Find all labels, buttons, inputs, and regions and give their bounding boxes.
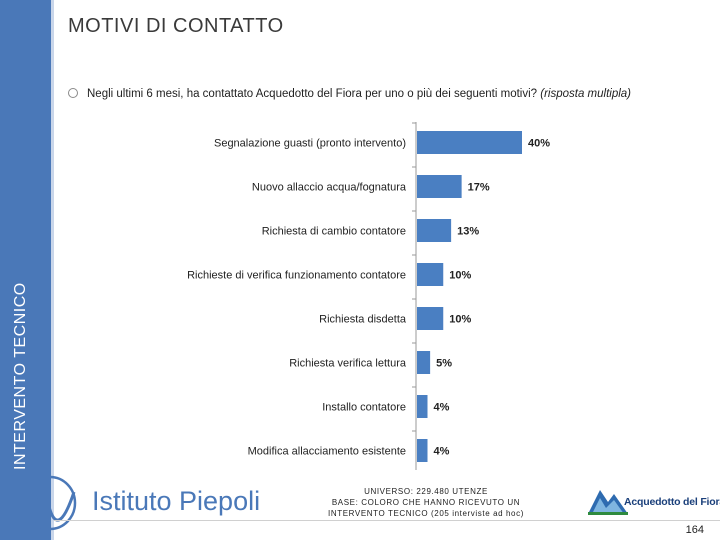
bar bbox=[417, 263, 444, 286]
category-label: Nuovo allaccio acqua/fognatura bbox=[252, 182, 407, 194]
footer-divider bbox=[54, 520, 720, 521]
base-note: UNIVERSO: 229.480 UTENZE BASE: COLORO CH… bbox=[316, 486, 536, 519]
base-line-interviews: INTERVENTO TECNICO (205 interviste ad ho… bbox=[328, 509, 524, 518]
piepoli-wordmark: Istituto Piepoli bbox=[92, 486, 261, 516]
value-label: 4% bbox=[434, 402, 450, 414]
bar bbox=[417, 439, 428, 462]
bar-chart: Segnalazione guasti (pronto intervento) 4… bbox=[187, 122, 550, 470]
category-label: Modifica allacciamento esistente bbox=[248, 446, 406, 458]
section-label: INTERVENTO TECNICO bbox=[12, 282, 29, 470]
bar bbox=[417, 175, 462, 198]
category-label: Richiesta disdetta bbox=[319, 314, 407, 326]
bar bbox=[417, 395, 428, 418]
bar bbox=[417, 307, 444, 330]
value-label: 10% bbox=[449, 314, 471, 326]
page-number: 164 bbox=[685, 524, 704, 536]
acquedotto-wordmark: Acquedotto del Fiora bbox=[624, 496, 720, 508]
bar bbox=[417, 351, 431, 374]
page-title: MOTIVI DI CONTATTO bbox=[68, 15, 284, 37]
value-label: 5% bbox=[436, 358, 452, 370]
category-label: Segnalazione guasti (pronto intervento) bbox=[214, 138, 406, 150]
base-line-base: BASE: COLORO CHE HANNO RICEVUTO UN bbox=[331, 498, 521, 507]
sidebar-band bbox=[0, 0, 51, 540]
value-label: 10% bbox=[449, 270, 471, 282]
value-label: 40% bbox=[528, 138, 550, 150]
question-note: (risposta multipla) bbox=[540, 88, 631, 100]
value-label: 13% bbox=[457, 226, 479, 238]
category-label: Richieste di verifica funzionamento cont… bbox=[187, 270, 406, 282]
category-label: Richiesta di cambio contatore bbox=[262, 226, 406, 238]
logo-acquedotto: Acquedotto del Fiora bbox=[588, 484, 720, 524]
question-text: Negli ultimi 6 mesi, ha contattato Acque… bbox=[87, 88, 538, 100]
mountain-icon bbox=[588, 490, 628, 515]
category-label: Installo contatore bbox=[322, 402, 406, 414]
survey-question: Negli ultimi 6 mesi, ha contattato Acque… bbox=[68, 88, 631, 100]
bar bbox=[417, 131, 522, 154]
bullet-icon bbox=[68, 88, 78, 98]
piepoli-mark-icon bbox=[23, 475, 77, 531]
value-label: 17% bbox=[468, 182, 490, 194]
base-line-universe: UNIVERSO: 229.480 UTENZE bbox=[364, 487, 488, 496]
category-label: Richiesta verifica lettura bbox=[289, 358, 407, 370]
value-label: 4% bbox=[434, 446, 450, 458]
sidebar-stripe bbox=[51, 0, 54, 540]
logo-istituto-piepoli: Istituto Piepoli bbox=[20, 472, 270, 532]
bar bbox=[417, 219, 452, 242]
